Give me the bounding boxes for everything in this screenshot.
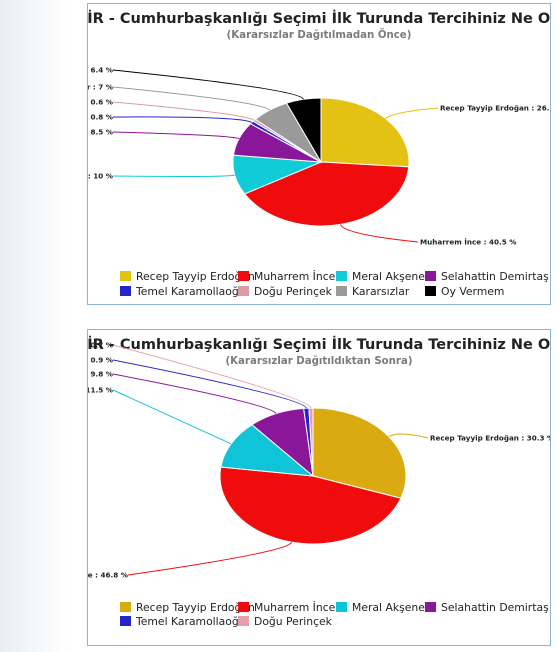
legend-swatch-selahattin-demirtas [425,602,436,612]
legend-swatch-muharrem-ince [238,602,249,612]
pie-slice-oy-vermem [285,97,322,164]
chart-title: İZMİR - Cumhurbaşkanlığı Seçimi İlk Turu… [88,336,550,353]
callout-label-dogu-perincek: Doğu Perinçek : 0.7 % [88,341,113,350]
pie-slice-recep-tayyip-erdogan [320,97,410,168]
chart-panel-2: İZMİR - Cumhurbaşkanlığı Seçimi İlk Turu… [87,329,551,646]
callout-line-temel-karamollaoglu [112,116,253,123]
callout-line-recep-tayyip-erdogan [388,433,429,439]
pie-chart-2: İZMİR - Cumhurbaşkanlığı Seçimi İlk Turu… [88,336,550,628]
legend-swatch-recep-tayyip-erdogan [120,602,131,612]
callout-line-dogu-perincek [112,101,255,121]
callout-label-temel-karamollaoglu: Temel Karamollaoğlu : 0.8 % [88,113,113,122]
legend-item-temel-karamollaoglu[interactable]: Temel Karamollaoğlu [135,615,249,628]
legend-item-muharrem-ince[interactable]: Muharrem İnce [254,270,336,283]
callout-label-dogu-perincek: Doğu Perinçek : 0.6 % [88,98,113,107]
legend-item-meral-aksener[interactable]: Meral Akşener [352,601,430,614]
callout-label-recep-tayyip-erdogan: Recep Tayyip Erdoğan : 30.3 % [430,434,550,443]
callout-label-selahattin-demirtas: Selahattin Demirtaş : 8.5 % [88,128,113,137]
callout-label-muharrem-ince: Muharrem İnce : 46.8 % [88,571,128,580]
callout-label-meral-aksener: Meral Akşener : 10 % [88,172,113,181]
legend-swatch-temel-karamollaoglu [120,286,131,296]
legend-item-dogu-perincek[interactable]: Doğu Perinçek [254,285,333,298]
callout-line-meral-aksener [112,174,235,177]
callout-line-meral-aksener [112,389,232,445]
callout-line-temel-karamollaoglu [112,359,307,409]
legend-swatch-meral-aksener [336,271,347,281]
legend-swatch-kararsizlar [336,286,347,296]
pie-chart-1: İZMİR - Cumhurbaşkanlığı Seçimi İlk Turu… [88,10,550,298]
callout-label-kararsizlar: Kararsızlar : 7 % [88,83,113,92]
chart-subtitle: (Kararsızlar Dağıtıldıktan Sonra) [226,355,413,367]
legend-item-kararsizlar[interactable]: Kararsızlar [352,285,410,298]
chart-panel-1: İZMİR - Cumhurbaşkanlığı Seçimi İlk Turu… [87,3,551,305]
callout-label-meral-aksener: Meral Akşener : 11.5 % [88,386,113,395]
callout-label-temel-karamollaoglu: Temel Karamollaoğlu : 0.9 % [88,356,113,365]
chart-title: İZMİR - Cumhurbaşkanlığı Seçimi İlk Turu… [88,10,550,27]
callout-line-selahattin-demirtas [112,373,277,414]
pie-slice-meral-aksener [220,424,315,477]
pie-slice-muharrem-ince [243,161,410,227]
legend-item-recep-tayyip-erdogan[interactable]: Recep Tayyip Erdoğan [136,601,255,614]
callout-line-selahattin-demirtas [112,131,240,140]
legend-swatch-selahattin-demirtas [425,271,436,281]
callout-line-oy-vermem [112,69,304,100]
pie-slice-recep-tayyip-erdogan [312,407,407,499]
legend-swatch-dogu-perincek [238,286,249,296]
callout-line-muharrem-ince [340,224,419,243]
legend-item-temel-karamollaoglu[interactable]: Temel Karamollaoğlu [135,285,249,298]
callout-label-oy-vermem: Oy Vermem : 6.4 % [88,66,113,75]
callout-line-dogu-perincek [112,344,312,409]
legend-item-selahattin-demirtas[interactable]: Selahattin Demirtaş [441,601,549,614]
legend-item-selahattin-demirtas[interactable]: Selahattin Demirtaş [441,270,549,283]
callout-line-recep-tayyip-erdogan [385,107,439,119]
legend-item-dogu-perincek[interactable]: Doğu Perinçek [254,615,333,628]
legend-item-meral-aksener[interactable]: Meral Akşener [352,270,430,283]
legend-item-oy-vermem[interactable]: Oy Vermem [441,285,504,298]
legend-item-recep-tayyip-erdogan[interactable]: Recep Tayyip Erdoğan [136,270,255,283]
legend-swatch-oy-vermem [425,286,436,296]
legend-swatch-muharrem-ince [238,271,249,281]
pie-slice-muharrem-ince [219,466,402,545]
legend-swatch-recep-tayyip-erdogan [120,271,131,281]
callout-line-kararsizlar [112,86,271,111]
pie-slice-dogu-perincek [308,407,314,477]
legend-swatch-dogu-perincek [238,616,249,626]
callout-line-muharrem-ince [127,541,293,576]
legend-swatch-temel-karamollaoglu [120,616,131,626]
legend-swatch-meral-aksener [336,602,347,612]
callout-label-muharrem-ince: Muharrem İnce : 40.5 % [420,238,516,247]
callout-label-selahattin-demirtas: Selahattin Demirtaş : 9.8 % [88,370,113,379]
page-left-shading [0,0,70,652]
legend-item-muharrem-ince[interactable]: Muharrem İnce [254,601,336,614]
callout-label-recep-tayyip-erdogan: Recep Tayyip Erdoğan : 26.2 % [440,104,550,113]
chart-subtitle: (Kararsızlar Dağıtılmadan Önce) [227,27,412,41]
